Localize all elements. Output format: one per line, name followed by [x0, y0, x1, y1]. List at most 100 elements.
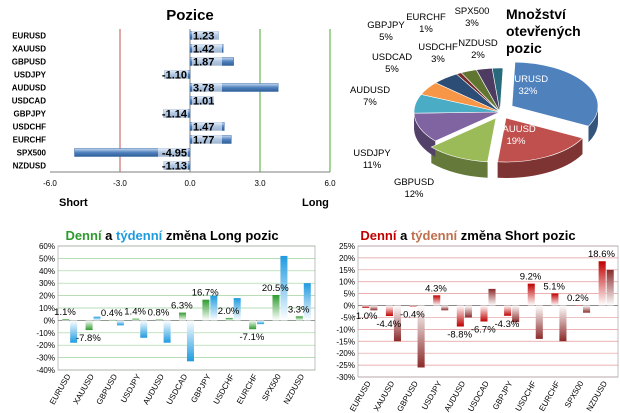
plot-frame — [357, 245, 619, 378]
weekly-change-bar — [583, 305, 591, 313]
category-label: NZDUSD — [13, 162, 47, 171]
category-label: AUDUSD — [443, 379, 468, 413]
pie-title: Množství otevřených pozic — [506, 6, 581, 57]
positions-chart: Pozice 1.231.421.87 -1.10 3.781.01 -1.14 1.4… — [12, 7, 336, 209]
daily-change-label: -4.3% — [494, 319, 519, 330]
long-change-chart: Denní a týdenní změna Long pozic 1.1% -7.… — [36, 228, 316, 406]
y-tick-label: 0% — [43, 316, 55, 325]
value-label: 3.78 — [193, 83, 214, 95]
daily-change-bar — [202, 299, 210, 321]
weekly-change-bar — [93, 316, 101, 321]
category-label: USDCHF — [212, 372, 237, 405]
long-label: Long — [302, 197, 329, 209]
daily-change-bar — [132, 318, 140, 321]
y-tick-label: 20% — [339, 254, 355, 263]
daily-change-label: -1.0% — [353, 311, 378, 322]
category-label: NZDUSD — [282, 372, 307, 406]
y-tick-label: -20% — [36, 341, 55, 350]
value-label: 1.23 — [193, 31, 214, 43]
y-tick-label: -30% — [336, 373, 355, 382]
pie-slice-percent: 5% — [379, 32, 393, 43]
y-tick-label: -20% — [336, 349, 355, 358]
daily-change-label: -0.4% — [400, 309, 425, 320]
category-label: EURCHF — [537, 379, 562, 412]
daily-change-label: 2.0% — [218, 306, 240, 317]
category-label: USDJPY — [420, 379, 444, 411]
category-label: EURCHF — [235, 372, 260, 405]
long-change-title: Denní a týdenní změna Long pozic — [65, 228, 278, 243]
category-label: XAUUSD — [12, 45, 46, 54]
value-label-bg — [192, 29, 222, 42]
weekly-change-bar — [186, 320, 194, 362]
pie-slice-side — [588, 106, 598, 143]
value-label: 1.42 — [193, 44, 214, 56]
weekly-change-bar — [512, 305, 520, 323]
value-label: 1.87 — [193, 57, 214, 69]
category-label: USDCHF — [13, 123, 46, 132]
weekly-change-bar — [303, 283, 311, 321]
daily-change-label: 16.7% — [192, 288, 219, 299]
weekly-change-bar — [163, 320, 171, 343]
pie-slice-percent: 19% — [506, 136, 526, 147]
daily-change-label: 1.1% — [54, 307, 76, 318]
pie-slice-name: USDCHF — [418, 42, 458, 53]
daily-change-label: 0.4% — [101, 308, 123, 319]
daily-change-label: -7.8% — [76, 333, 101, 344]
y-tick-label: -30% — [36, 354, 55, 363]
value-label: -1.10 — [162, 70, 187, 82]
title-part: změna Short pozic — [457, 228, 575, 243]
weekly-change-bar — [116, 320, 124, 326]
y-tick-label: 10% — [339, 278, 355, 287]
pie-slice-name: GBPUSD — [394, 177, 434, 188]
pie-slice-percent: 32% — [518, 86, 538, 97]
weekly-change-bar — [140, 320, 148, 338]
short-change-title: Denní a týdenní změna Short pozic — [360, 228, 575, 243]
daily-change-bar — [155, 319, 163, 321]
title-part: a — [102, 228, 116, 243]
pie-slice — [511, 61, 599, 127]
short-label: Short — [59, 197, 88, 209]
pie-slice — [491, 67, 504, 113]
value-label-bg — [192, 94, 222, 107]
daily-change-label: -4.4% — [376, 319, 401, 330]
pie-slice — [430, 117, 497, 163]
category-label: USDCAD — [466, 379, 491, 413]
category-label: XAUUSD — [372, 379, 397, 413]
weekly-change-bar — [535, 305, 543, 339]
y-tick-label: -10% — [336, 325, 355, 334]
category-label: EURUSD — [12, 32, 46, 41]
daily-change-bar — [456, 305, 464, 327]
weekly-change-bar — [559, 305, 567, 342]
daily-change-label: 18.6% — [588, 249, 615, 260]
title-part: a — [396, 228, 410, 243]
pie-slice-percent: 11% — [363, 160, 382, 171]
title-part: týdenní — [411, 228, 458, 243]
category-label: GBPJPY — [14, 110, 47, 119]
value-label: -4.95 — [162, 148, 187, 160]
daily-change-bar — [295, 316, 303, 321]
value-label-bg — [192, 81, 222, 94]
daily-change-bar — [574, 305, 583, 306]
pie-slice-name: GBPJPY — [367, 20, 405, 31]
weekly-change-bar — [370, 305, 378, 311]
value-label-bg — [192, 120, 222, 133]
weekly-change-bar — [393, 305, 402, 342]
pie-slice-percent: 7% — [363, 97, 377, 108]
category-label: SPX500 — [260, 372, 283, 402]
category-label: USDJPY — [119, 372, 143, 404]
pie-slice — [497, 117, 584, 163]
daily-change-bar — [504, 305, 512, 316]
y-tick-label: 15% — [339, 266, 355, 275]
daily-change-bar — [362, 305, 370, 308]
value-label-bg — [158, 159, 188, 172]
weekly-change-bar — [488, 288, 496, 306]
category-label: EURCHF — [13, 136, 46, 145]
daily-change-label: 0.2% — [567, 293, 589, 304]
y-tick-label: -5% — [341, 313, 355, 322]
weekly-change-bar — [417, 305, 425, 368]
category-label: USDJPY — [14, 71, 47, 80]
category-label: USDCAD — [12, 97, 46, 106]
x-tick-label: -3.0 — [113, 179, 127, 188]
pie-slice-name: NZDUSD — [458, 38, 498, 49]
daily-change-bar — [527, 283, 535, 306]
